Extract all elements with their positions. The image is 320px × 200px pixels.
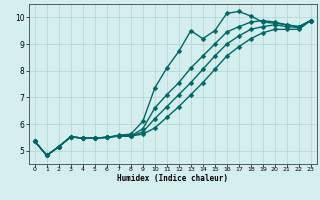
X-axis label: Humidex (Indice chaleur): Humidex (Indice chaleur) (117, 174, 228, 183)
